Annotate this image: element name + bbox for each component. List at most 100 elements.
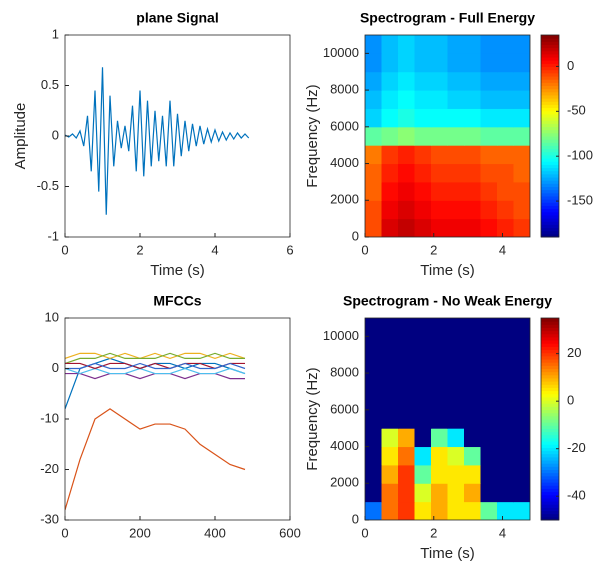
colorbar-step xyxy=(541,50,559,55)
colorbar-step xyxy=(541,318,559,322)
y-tick-label: 10000 xyxy=(323,45,359,60)
heatmap-cell xyxy=(414,409,432,429)
heatmap-cell xyxy=(398,90,415,109)
heatmap-cell xyxy=(365,336,382,356)
heatmap-cell xyxy=(513,464,530,484)
y-tick-label: 6000 xyxy=(330,118,359,133)
heatmap-cell xyxy=(480,145,498,165)
colorbar-step xyxy=(541,154,559,159)
y-tick-label: 2000 xyxy=(330,475,359,490)
heatmap-cell xyxy=(464,428,481,448)
heatmap-cell xyxy=(365,71,382,91)
heatmap-cell xyxy=(480,501,498,520)
heatmap-cell xyxy=(414,126,432,146)
colorbar-tick-label: -150 xyxy=(567,193,593,208)
x-tick-label: 4 xyxy=(499,525,506,540)
heatmap-cell xyxy=(480,53,498,73)
data-line xyxy=(65,352,246,360)
heatmap-cell xyxy=(398,181,415,201)
colorbar-tick-label: -40 xyxy=(567,488,586,503)
heatmap-cell xyxy=(464,200,481,220)
heatmap-cell xyxy=(414,464,432,484)
heatmap-cell xyxy=(513,354,530,374)
heatmap-cell xyxy=(431,336,448,356)
heatmap-cell xyxy=(480,126,498,146)
heatmap-cell xyxy=(431,501,448,520)
heatmap-cell xyxy=(381,71,399,91)
heatmap-cell xyxy=(497,501,514,520)
heatmap-cell xyxy=(431,90,448,109)
plot-area xyxy=(65,352,246,511)
colorbar-step xyxy=(541,63,559,68)
heatmap-cell xyxy=(513,501,530,520)
heatmap-cell xyxy=(447,501,465,520)
heatmap-cell xyxy=(497,71,514,91)
heatmap-cell xyxy=(480,373,498,392)
colorbar-step xyxy=(541,346,559,351)
heatmap-cell xyxy=(414,483,432,503)
colorbar-step xyxy=(541,129,559,134)
heatmap-cell xyxy=(398,108,415,128)
heatmap-cell xyxy=(381,409,399,429)
heatmap-cell xyxy=(497,218,514,237)
heatmap-cell xyxy=(431,200,448,220)
y-tick-label: 4000 xyxy=(330,155,359,170)
colorbar-step xyxy=(541,189,559,194)
heatmap-cell xyxy=(414,35,432,54)
heatmap-cell xyxy=(365,354,382,374)
heatmap-cell xyxy=(431,409,448,429)
heatmap-cell xyxy=(398,145,415,165)
colorbar-step xyxy=(541,161,559,165)
y-tick-label: -1 xyxy=(47,228,59,243)
colorbar-step xyxy=(541,441,559,445)
colorbar-step xyxy=(541,377,559,382)
x-tick-label: 0 xyxy=(61,525,68,540)
heatmap-cell xyxy=(464,446,481,466)
colorbar-step xyxy=(541,488,559,493)
heatmap-cell xyxy=(431,428,448,448)
colorbar-step xyxy=(541,148,559,153)
heatmap-cell xyxy=(431,354,448,374)
axes-box xyxy=(64,34,291,238)
heatmap-cell xyxy=(381,501,399,520)
colorbar-step xyxy=(541,428,559,433)
x-tick-label: 0 xyxy=(361,242,368,257)
heatmap-cell xyxy=(447,108,465,128)
colorbar-step xyxy=(541,437,559,442)
heatmap-cell xyxy=(480,336,498,356)
heatmap-cell xyxy=(414,336,432,356)
colorbar-step xyxy=(541,205,559,210)
y-axis-label: Frequency (Hz) xyxy=(304,84,321,187)
colorbar-step xyxy=(541,123,559,128)
heatmap-cell xyxy=(464,35,481,54)
heatmap-cell xyxy=(398,35,415,54)
colorbar-step xyxy=(541,365,559,369)
heatmap-cell xyxy=(480,35,498,54)
heatmap-cell xyxy=(447,200,465,220)
heatmap-cell xyxy=(497,446,514,466)
heatmap-cell xyxy=(431,446,448,466)
heatmap-cell xyxy=(513,145,530,165)
heatmap-cell xyxy=(398,391,415,411)
heatmap-cell xyxy=(365,428,382,448)
heatmap-cell xyxy=(513,181,530,201)
heatmap-cell xyxy=(398,483,415,503)
heatmap-cell xyxy=(447,409,465,429)
colorbar-step xyxy=(541,218,559,222)
heatmap-cell xyxy=(414,71,432,91)
heatmap-cell xyxy=(480,200,498,220)
heatmap-cell xyxy=(497,336,514,356)
x-tick-label: 0 xyxy=(61,242,68,257)
heatmap-cell xyxy=(497,483,514,503)
heatmap-cell xyxy=(513,409,530,429)
colorbar-step xyxy=(541,192,559,197)
heatmap-cell xyxy=(398,428,415,448)
colorbar-step xyxy=(541,501,559,505)
heatmap-cell xyxy=(365,200,382,220)
heatmap-cell xyxy=(414,200,432,220)
colorbar-step xyxy=(541,113,559,118)
heatmap-cell xyxy=(447,35,465,54)
heatmap-cell xyxy=(414,108,432,128)
plot-area xyxy=(65,67,250,215)
heatmap-cell xyxy=(381,336,399,356)
